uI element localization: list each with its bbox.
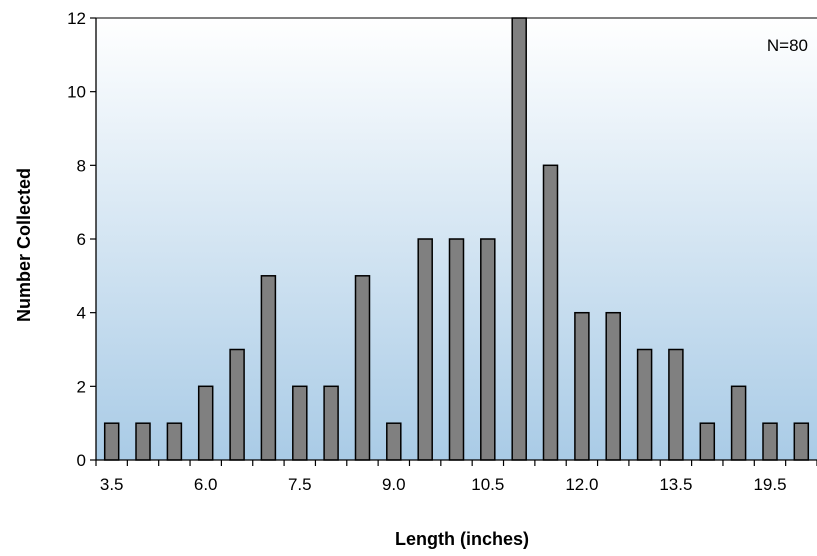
bar-3: [197, 385, 214, 461]
bar-17: [636, 348, 653, 461]
bar-4: [229, 348, 245, 461]
bar-10: [417, 238, 433, 461]
bar-19: [699, 422, 716, 461]
bar-22: [793, 422, 810, 461]
bar-6: [292, 385, 308, 461]
bar-8: [354, 275, 371, 461]
x-tick-label: 12.0: [565, 475, 598, 494]
y-tick-label: 8: [77, 156, 86, 175]
bar-18: [668, 348, 684, 461]
x-tick-label: 3.5: [100, 475, 124, 494]
y-tick-label: 10: [67, 83, 86, 102]
bar-13: [511, 17, 527, 461]
y-tick-label: 6: [77, 230, 86, 249]
bar-9: [386, 422, 402, 461]
y-tick-label: 0: [77, 451, 86, 470]
y-tick-label: 4: [77, 304, 86, 323]
x-tick-label: 13.5: [659, 475, 692, 494]
bar-7: [323, 385, 339, 461]
bar-0: [103, 422, 120, 461]
bar-5: [260, 275, 277, 461]
bar-15: [574, 311, 590, 461]
y-axis-ticks: 0 2 4 6 8 10 12: [67, 9, 96, 470]
bar-1: [135, 422, 151, 461]
bar-20: [730, 385, 747, 461]
x-tick-label: 19.5: [753, 475, 786, 494]
y-tick-label: 12: [67, 9, 86, 28]
y-axis-title: Number Collected: [14, 168, 34, 322]
x-tick-label: 6.0: [194, 475, 218, 494]
bar-11: [448, 238, 465, 461]
x-axis-title: Length (inches): [395, 529, 529, 549]
x-tick-label: 10.5: [471, 475, 504, 494]
x-tick-label: 9.0: [382, 475, 406, 494]
y-tick-label: 2: [77, 377, 86, 396]
bar-12: [480, 238, 496, 461]
bar-14: [542, 164, 559, 461]
x-tick-label: 7.5: [288, 475, 312, 494]
x-axis-ticks: 3.5 6.0 7.5 9.0 10.5 12.0 13.5 19.5: [95, 460, 817, 494]
bar-21: [762, 422, 778, 461]
bar-2: [166, 422, 183, 461]
annotation-n: N=80: [767, 36, 808, 55]
bar-16: [605, 311, 621, 461]
